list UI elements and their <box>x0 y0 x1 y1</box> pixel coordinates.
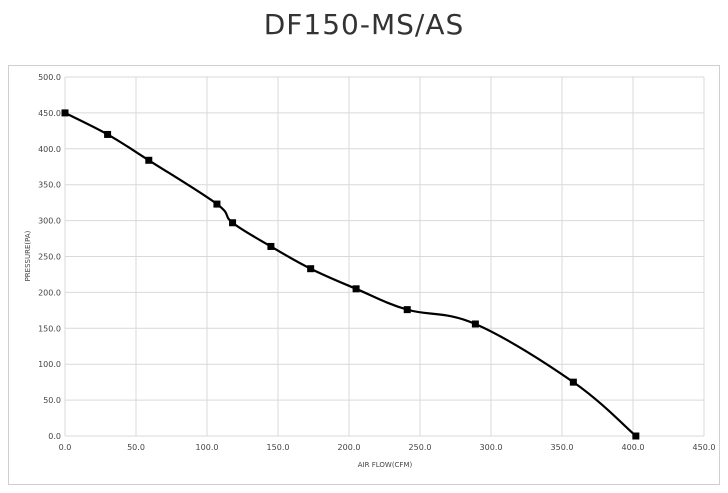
y-tick-label: 0.0 <box>48 432 61 441</box>
x-tick-labels: 0.0 50.0 100.0 150.0 200.0 250.0 300.0 350.0 400… <box>59 443 716 452</box>
data-point <box>145 156 153 164</box>
y-tick-label: 350.0 <box>38 181 61 190</box>
data-point <box>61 109 69 117</box>
x-tick-label: 50.0 <box>127 443 145 452</box>
x-tick-label: 0.0 <box>59 443 72 452</box>
x-tick-label: 150.0 <box>267 443 290 452</box>
data-point <box>213 200 221 208</box>
y-axis-label: PRESSURE(PA) <box>24 230 32 281</box>
data-point <box>267 242 275 250</box>
grid-layer <box>64 76 705 437</box>
data-point <box>352 285 360 293</box>
x-tick-label: 400.0 <box>622 443 645 452</box>
data-point <box>104 130 112 138</box>
y-tick-label: 200.0 <box>38 288 61 297</box>
series-layer <box>61 109 640 440</box>
x-tick-label: 450.0 <box>693 443 716 452</box>
chart-frame <box>8 65 720 485</box>
data-point <box>632 432 640 440</box>
y-tick-labels: 0.0 50.0 100.0 150.0 200.0 250.0 300.0 350.0 400… <box>38 73 61 441</box>
x-tick-label: 200.0 <box>338 443 361 452</box>
y-tick-label: 300.0 <box>38 217 61 226</box>
x-axis-label: AIR FLOW(CFM) <box>358 461 413 469</box>
data-point <box>229 219 237 227</box>
x-tick-label: 350.0 <box>551 443 574 452</box>
data-point <box>471 320 479 328</box>
data-point <box>569 378 577 386</box>
y-tick-label: 150.0 <box>38 324 61 333</box>
data-point <box>307 265 315 273</box>
x-tick-label: 300.0 <box>480 443 503 452</box>
y-tick-label: 100.0 <box>38 360 61 369</box>
x-tick-label: 100.0 <box>196 443 219 452</box>
chart-title: DF150-MS/AS <box>263 8 465 41</box>
y-tick-label: 500.0 <box>38 73 61 82</box>
y-tick-label: 400.0 <box>38 145 61 154</box>
y-tick-label: 50.0 <box>43 396 61 405</box>
x-tick-label: 250.0 <box>409 443 432 452</box>
y-tick-label: 250.0 <box>38 253 61 262</box>
y-tick-label: 450.0 <box>38 109 61 118</box>
data-point <box>403 306 411 314</box>
